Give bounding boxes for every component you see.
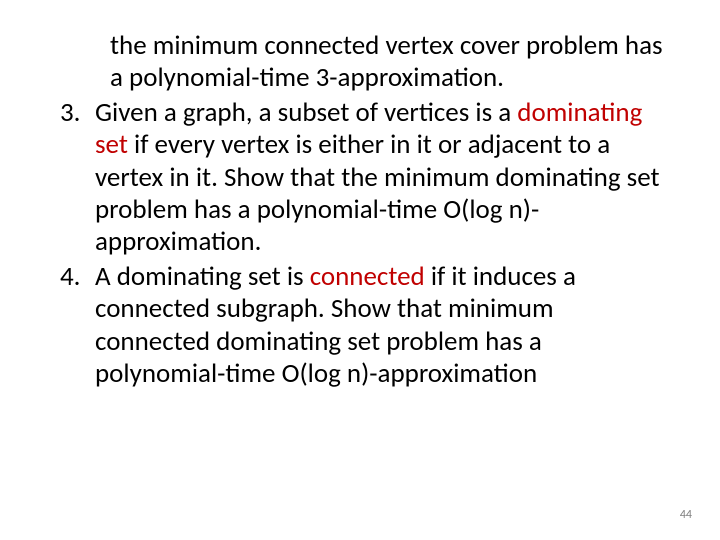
item4-highlight: connected: [310, 260, 425, 293]
list-number-4: 4.: [50, 261, 95, 391]
page-number: 44: [680, 508, 692, 522]
continuation-text: the minimum connected vertex cover probl…: [110, 29, 663, 94]
item3-pre: Given a graph, a subset of vertices is a: [95, 96, 517, 129]
list-item-4: 4. A dominating set is connected if it i…: [50, 261, 670, 391]
list-text-4: A dominating set is connected if it indu…: [95, 261, 670, 391]
list-item-continuation: the minimum connected vertex cover probl…: [110, 30, 670, 95]
list-text-3: Given a graph, a subset of vertices is a…: [95, 97, 670, 259]
slide-content: the minimum connected vertex cover probl…: [0, 0, 720, 422]
item3-post: if every vertex is either in it or adjac…: [95, 128, 660, 258]
item4-pre: A dominating set is: [95, 260, 310, 293]
list-item-3: 3. Given a graph, a subset of vertices i…: [50, 97, 670, 259]
list-number-3: 3.: [50, 97, 95, 259]
